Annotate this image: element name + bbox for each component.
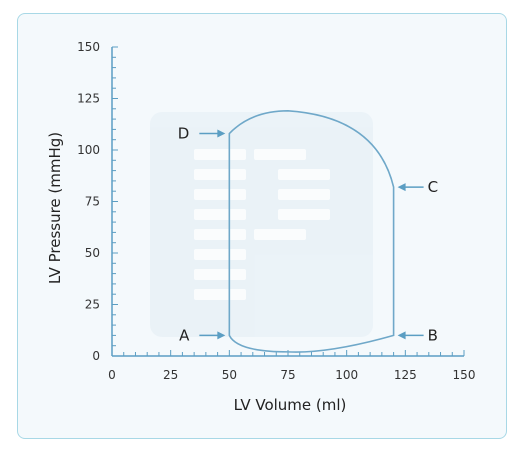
y-tick-label: 0 <box>92 349 100 363</box>
y-axis-title: LV Pressure (mmHg) <box>46 132 64 284</box>
x-tick-label: 0 <box>108 368 116 382</box>
point-label-a: A <box>179 326 190 344</box>
tick-marks <box>111 46 465 357</box>
background-watermark-panel <box>150 112 373 337</box>
annotation-d: D <box>178 125 226 143</box>
y-tick-label: 100 <box>77 143 100 157</box>
annotation-b: B <box>397 326 438 344</box>
y-tick-label: 150 <box>77 40 100 54</box>
annotation-arrow-head <box>397 331 406 340</box>
point-label-c: C <box>428 178 438 196</box>
point-annotations: A B C D <box>178 125 438 345</box>
tick-labels: 0 25 50 75 100 125 150 0 25 50 75 100 125 150 <box>77 40 475 382</box>
x-axis-title: LV Volume (ml) <box>234 396 347 414</box>
annotation-arrow-head <box>217 331 226 340</box>
annotation-c: C <box>397 178 438 196</box>
y-tick-label: 75 <box>85 195 100 209</box>
point-label-d: D <box>178 125 190 143</box>
x-tick-label: 125 <box>394 368 417 382</box>
y-tick-label: 25 <box>85 298 100 312</box>
x-tick-label: 100 <box>335 368 358 382</box>
y-tick-label: 125 <box>77 92 100 106</box>
y-tick-label: 50 <box>85 246 100 260</box>
pv-loop-line <box>228 110 395 353</box>
point-label-b: B <box>428 326 438 344</box>
x-tick-label: 50 <box>222 368 237 382</box>
x-tick-label: 150 <box>453 368 476 382</box>
annotation-arrow-head <box>217 129 226 138</box>
x-tick-label: 75 <box>280 368 295 382</box>
x-tick-label: 25 <box>163 368 178 382</box>
annotation-a: A <box>179 326 226 344</box>
annotation-arrow-head <box>397 183 406 192</box>
